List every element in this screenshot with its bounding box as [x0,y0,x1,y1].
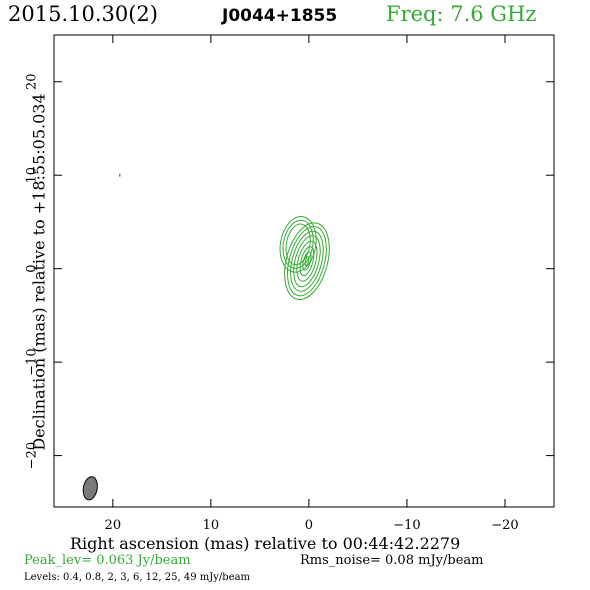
x-tick-label: −20 [491,518,518,533]
source-name: J0044+1855 [222,6,338,26]
observation-date: 2015.10.30(2) [8,2,158,26]
frequency-label: Freq: 7.6 GHz [386,2,537,26]
contour-line [285,223,311,266]
y-tick-label: −10 [25,348,40,375]
peak-level: Peak_lev= 0.063 Jy/beam [24,553,191,568]
contour-line [304,256,310,267]
contour-line [293,235,321,288]
y-tick-label: 0 [25,265,40,273]
rms-noise: Rms_noise= 0.08 mJy/beam [300,553,484,568]
plot-frame [53,34,555,508]
contour-line [296,240,318,282]
y-tick-label: −20 [25,442,40,469]
contour-line [299,246,315,277]
y-tick-label: 20 [25,73,40,90]
contour-line [287,226,327,297]
x-axis-label: Right ascension (mas) relative to 00:44:… [70,534,461,553]
contour-levels: Levels: 0.4, 0.8, 2, 3, 6, 12, 25, 49 mJ… [24,572,251,583]
x-tick-label: 10 [203,518,220,533]
beam-ellipse [82,476,98,501]
y-tick-label: 10 [25,167,40,184]
noise-spot [119,173,121,177]
y-axis-label: Declination (mas) relative to +18:55:05.… [29,93,49,451]
contour-line [279,216,317,273]
x-tick-label: 0 [305,518,313,533]
x-tick-label: 20 [105,518,122,533]
contour-line [282,219,314,269]
x-tick-label: −10 [393,518,420,533]
